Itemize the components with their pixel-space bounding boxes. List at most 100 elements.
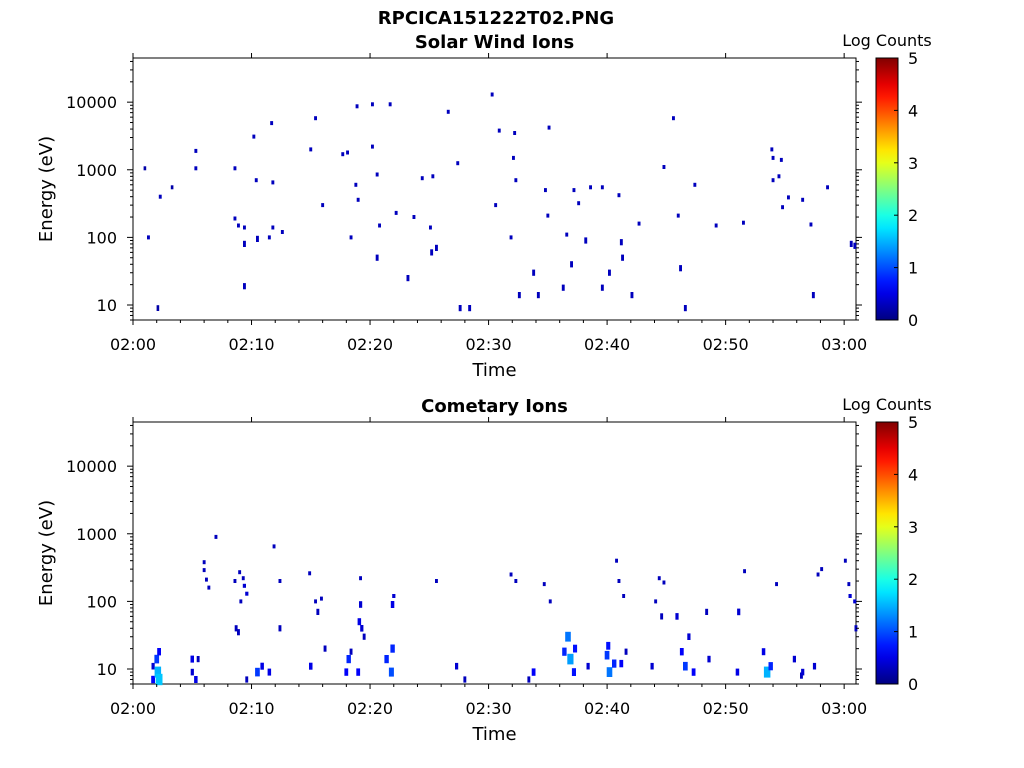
data-cell	[586, 662, 590, 670]
data-cell	[714, 223, 718, 228]
data-cell	[509, 572, 513, 577]
data-cell	[637, 221, 641, 226]
colorbar-tick-label: 1	[908, 623, 918, 642]
data-cell	[233, 579, 237, 583]
data-cell	[234, 625, 238, 632]
data-cell	[854, 625, 858, 632]
colorbar	[875, 57, 899, 321]
data-cell	[584, 237, 588, 244]
data-cell	[544, 188, 547, 193]
x-tick-label: 03:00	[821, 699, 867, 718]
data-cell	[270, 121, 274, 126]
data-cell	[170, 185, 174, 190]
colorbar-label: Log Counts	[842, 395, 932, 414]
data-cell	[571, 668, 576, 676]
data-cell	[662, 165, 666, 169]
data-cell	[346, 655, 351, 664]
data-cell	[147, 235, 150, 240]
colorbar-tick-label: 3	[908, 518, 918, 537]
y-tick-label: 100	[86, 228, 117, 247]
plot-area	[132, 421, 857, 685]
data-cell	[812, 662, 817, 670]
data-cell	[657, 576, 661, 581]
data-cell	[357, 618, 362, 626]
data-cell	[151, 662, 155, 670]
data-cell	[255, 667, 260, 677]
data-cell	[565, 232, 569, 237]
data-cell	[390, 601, 395, 608]
data-cell	[565, 631, 571, 642]
y-tick-label: 1000	[76, 525, 117, 544]
colorbar-tick-label: 4	[908, 101, 918, 120]
data-cell	[406, 275, 410, 282]
data-cell	[683, 305, 687, 312]
data-cell	[278, 579, 282, 583]
data-cell	[787, 195, 790, 200]
x-tick-label: 02:30	[466, 335, 512, 354]
data-cell	[272, 544, 276, 549]
data-cell	[705, 608, 709, 615]
data-cell	[359, 601, 363, 608]
data-cell	[371, 102, 374, 107]
data-cell	[672, 116, 675, 121]
data-cell	[509, 235, 513, 240]
data-cell	[650, 662, 654, 670]
data-cell	[606, 641, 611, 650]
solar-wind-ions-panel: Solar Wind Ions 02:00 02:10 02:20 02:30 02:40…	[36, 31, 932, 381]
data-cell	[323, 645, 327, 652]
data-cell	[202, 568, 206, 573]
data-cell	[243, 283, 246, 290]
data-cell	[214, 534, 218, 539]
data-cell	[458, 305, 462, 312]
data-cell	[309, 147, 313, 152]
data-cell	[849, 240, 853, 247]
data-cell	[392, 594, 396, 598]
data-cell	[687, 633, 691, 640]
x-tick-label: 02:50	[703, 335, 749, 354]
data-cell	[243, 225, 246, 230]
data-cell	[547, 125, 551, 130]
data-cell	[158, 194, 162, 199]
data-cell	[514, 178, 518, 183]
data-cell	[154, 654, 160, 664]
data-cell	[194, 148, 198, 153]
x-axis-label: Time	[471, 724, 516, 745]
data-cell	[577, 201, 581, 206]
data-cell	[853, 599, 857, 604]
data-cell	[156, 305, 160, 311]
data-cell	[843, 558, 847, 563]
x-tick-label: 02:10	[228, 699, 274, 718]
x-tick-label: 02:30	[466, 699, 512, 718]
data-cell	[430, 249, 434, 256]
data-cell	[707, 655, 711, 663]
x-tick-label: 02:00	[110, 699, 156, 718]
data-cell	[238, 570, 242, 575]
data-cell	[811, 292, 815, 299]
colorbar-tick-label: 2	[908, 570, 918, 589]
data-cell	[497, 128, 501, 133]
data-cell	[456, 161, 460, 166]
data-cell	[606, 667, 613, 677]
colorbar-tick-label: 4	[908, 465, 918, 484]
data-cell	[271, 225, 275, 230]
data-cell	[531, 668, 536, 676]
data-cell	[245, 591, 249, 596]
data-cell	[446, 109, 450, 114]
data-cell	[561, 284, 565, 291]
data-cell	[777, 174, 781, 179]
data-cell	[572, 188, 576, 193]
y-tick-label: 10000	[66, 93, 117, 112]
data-cell	[371, 144, 374, 149]
data-cell	[763, 666, 771, 678]
data-cell	[848, 594, 852, 598]
colorbar-tick-label: 0	[908, 675, 918, 694]
data-cell	[771, 155, 775, 160]
x-tick-label: 02:00	[110, 335, 156, 354]
data-cell	[847, 582, 851, 587]
data-cell	[512, 155, 515, 160]
data-cell	[388, 667, 394, 677]
colorbar	[875, 421, 899, 685]
data-cell	[542, 582, 546, 587]
y-tick-label: 100	[86, 592, 117, 611]
